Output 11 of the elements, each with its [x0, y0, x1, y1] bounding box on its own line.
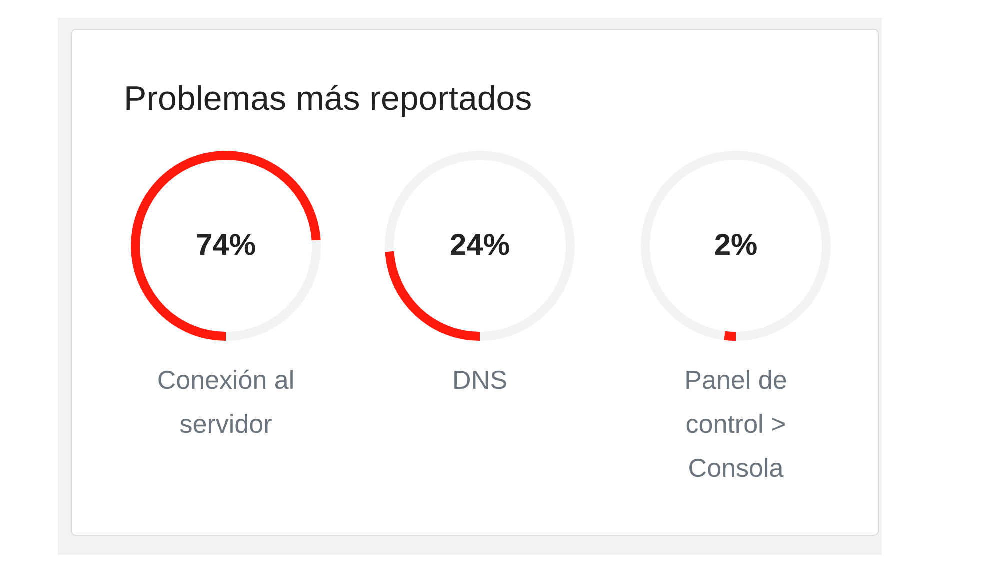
slice-label: Panel de control > Consola [684, 364, 788, 485]
slice-label: Conexión al servidor [156, 364, 296, 441]
donut-slice [385, 151, 575, 341]
slice-label: DNS [452, 364, 508, 397]
donut-slice [641, 151, 831, 341]
donut-slice [131, 151, 321, 341]
chart-title: Problemas más reportados [124, 80, 532, 119]
text: 24% [448, 228, 512, 264]
donut-slice [724, 331, 736, 341]
text: 2% [713, 228, 759, 264]
text: 74% [194, 228, 258, 264]
